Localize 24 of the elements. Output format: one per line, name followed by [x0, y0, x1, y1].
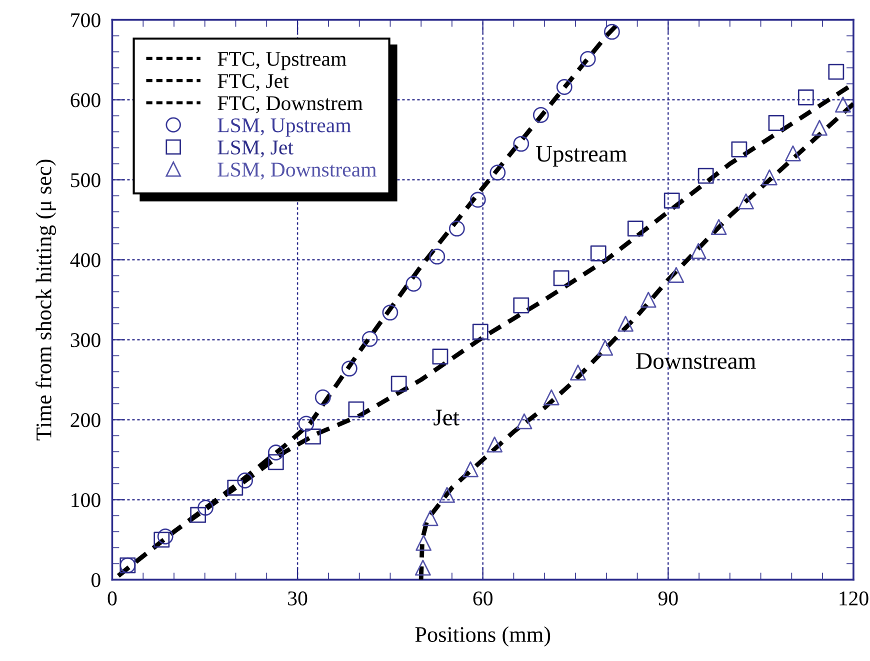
y-axis-title: Time from shock hitting (μ sec): [36, 160, 56, 440]
x-tick-label: 90: [658, 591, 678, 606]
y-tick-label: 200: [70, 413, 100, 428]
y-tick-label: 400: [70, 253, 100, 268]
legend-label: LSM, Jet: [218, 140, 294, 158]
x-tick-label: 120: [840, 591, 868, 606]
x-axis-title: Positions (mm): [415, 626, 550, 647]
legend-label: FTC, Upstream: [218, 52, 346, 70]
y-tick-label: 600: [70, 93, 100, 108]
y-tick-label: 500: [71, 173, 100, 188]
y-tick-label: 300: [70, 333, 100, 348]
legend-label: FTC, Downstrem: [218, 96, 363, 114]
y-tick-label: 0: [91, 573, 100, 588]
legend-label: LSM, Upstream: [218, 118, 352, 137]
annotation: Upstream: [536, 146, 627, 167]
x-tick-label: 0: [108, 591, 117, 606]
x-tick-label: 60: [473, 591, 492, 606]
x-tick-label: 30: [288, 591, 308, 606]
y-tick-label: 700: [71, 13, 100, 28]
legend-label: FTC, Jet: [218, 74, 289, 92]
y-tick-label: 100: [72, 493, 100, 508]
annotation: Jet: [434, 410, 460, 426]
legend-label: LSM, Downstream: [218, 162, 376, 180]
annotation: Downstream: [636, 353, 756, 369]
